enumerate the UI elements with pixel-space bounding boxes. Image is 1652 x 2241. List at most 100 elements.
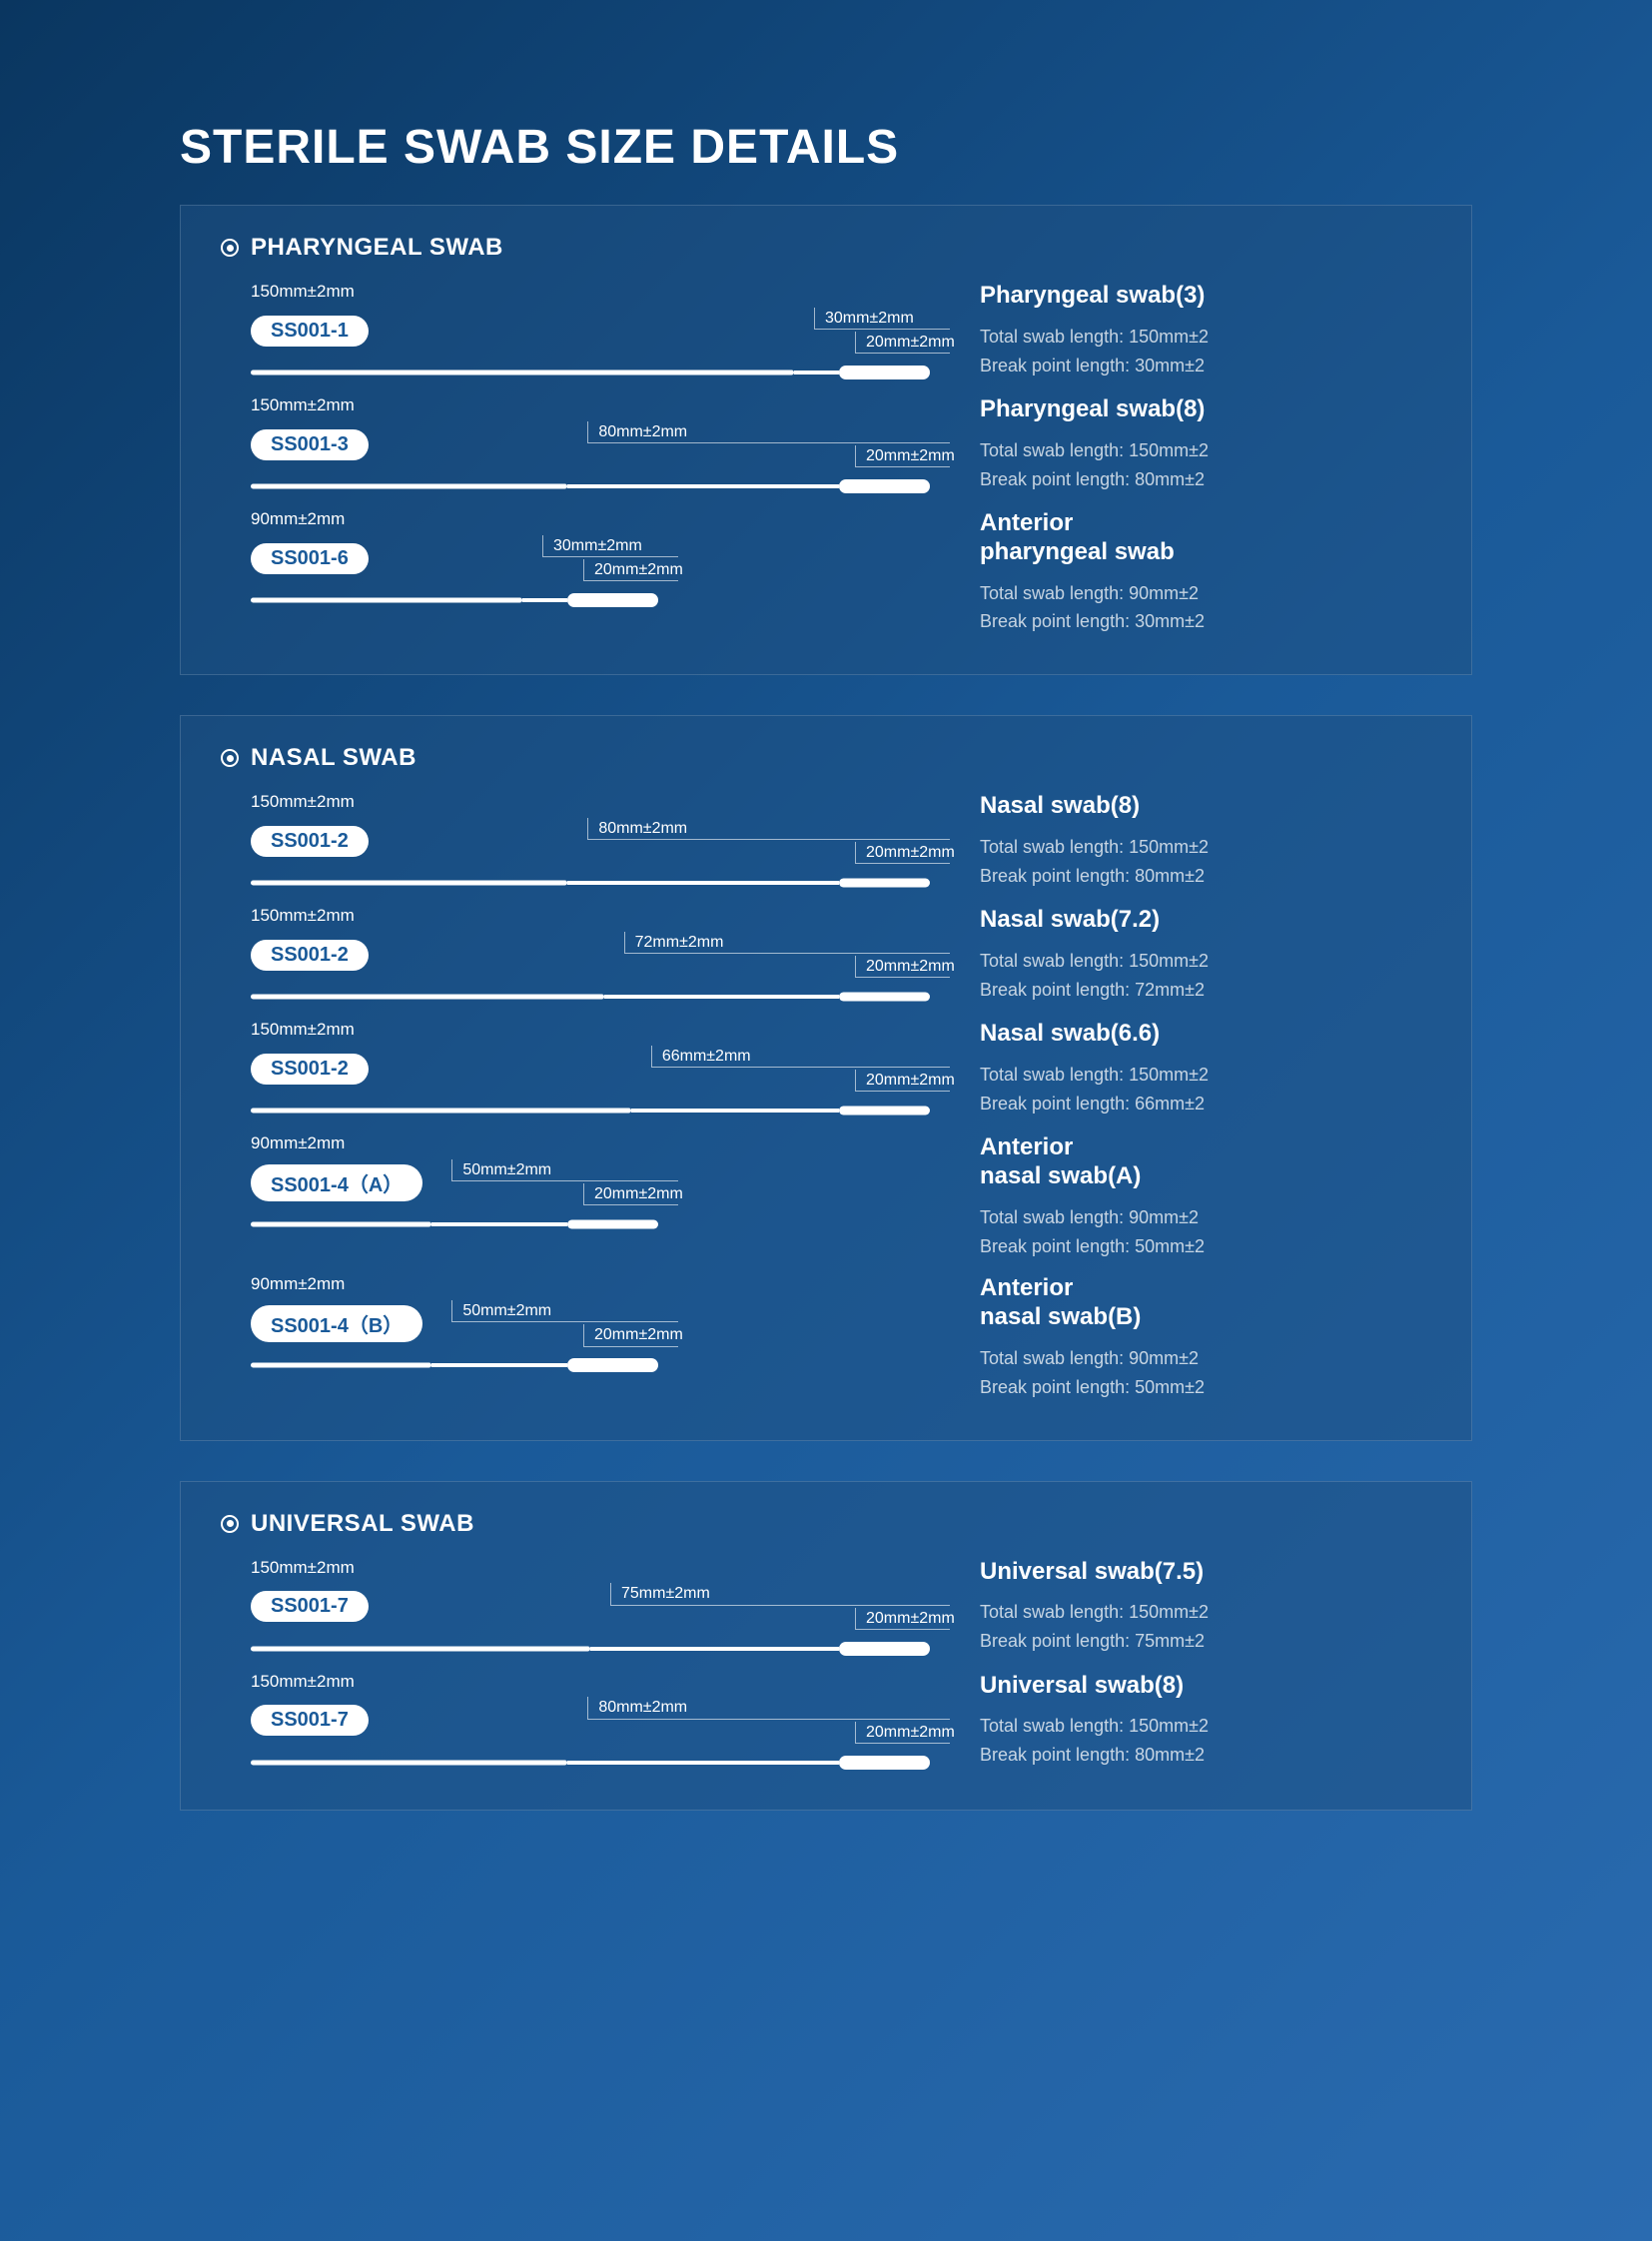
label-row: SS001-2 80mm±2mm20mm±2mm — [251, 816, 950, 866]
swab-info: Nasal swab(6.6)Total swab length: 150mm±… — [980, 1020, 1431, 1118]
dim-overall: 150mm±2mm — [251, 1672, 950, 1692]
swab-tip — [567, 1358, 658, 1372]
swab-stick — [251, 881, 567, 886]
swab-name: Pharyngeal swab(3) — [980, 282, 1431, 311]
dims-group: 80mm±2mm20mm±2mm — [587, 818, 950, 864]
dim-tip: 20mm±2mm — [855, 956, 950, 978]
dims-group: 50mm±2mm20mm±2mm — [451, 1300, 678, 1346]
dim-tip: 20mm±2mm — [583, 559, 678, 581]
dim-overall: 150mm±2mm — [251, 1558, 950, 1578]
swab-spec-total: Total swab length: 150mm±2 — [980, 947, 1431, 976]
dims-group: 75mm±2mm 20mm±2mm — [610, 1583, 950, 1629]
label-row: SS001-630mm±2mm20mm±2mm — [251, 533, 950, 583]
swab-tip — [567, 1220, 658, 1229]
swab-row: 90mm±2mm SS001-4（B）50mm±2mm20mm±2mm Anteri… — [221, 1274, 1431, 1401]
code-badge: SS001-4（A） — [251, 1164, 422, 1201]
dim-overall: 150mm±2mm — [251, 395, 950, 415]
dim-break: 66mm±2mm — [651, 1046, 950, 1068]
swab-shape — [251, 364, 930, 381]
swab-spec-total: Total swab length: 90mm±2 — [980, 1203, 1431, 1232]
swab-diagram: 90mm±2mm SS001-4（A）50mm±2mm20mm±2mm — [221, 1133, 950, 1233]
dim-break: 80mm±2mm — [587, 1697, 950, 1719]
swab-diagram: 150mm±2mm SS001-380mm±2mm20mm±2mm — [221, 395, 950, 495]
dim-tip: 20mm±2mm — [583, 1183, 678, 1205]
swab-thin — [604, 995, 840, 999]
label-row: SS001-775mm±2mm20mm±2mm — [251, 1582, 950, 1632]
swab-shape — [251, 1215, 658, 1233]
swab-diagram: 150mm±2mmSS001-280mm±2mm20mm±2mm — [221, 792, 950, 892]
swab-stick — [251, 1646, 590, 1651]
swab-thin — [567, 484, 839, 488]
dim-tip: 20mm±2mm — [855, 1608, 950, 1630]
dim-overall: 150mm±2mm — [251, 282, 950, 302]
label-row: SS001-380mm±2mm20mm±2mm — [251, 419, 950, 469]
label-row: SS001-4（B）50mm±2mm20mm±2mm — [251, 1298, 950, 1348]
label-row: SS001-4（A）50mm±2mm20mm±2mm — [251, 1157, 950, 1207]
dim-overall: 90mm±2mm — [251, 509, 950, 529]
dim-break: 50mm±2mm — [451, 1300, 678, 1322]
swab-shape — [251, 988, 930, 1006]
section-title: NASAL SWAB — [251, 744, 416, 772]
swab-name: Anterior nasal swab(A) — [980, 1133, 1431, 1191]
dims-group: 30mm±2mm20mm±2mm — [814, 308, 950, 354]
code-badge: SS001-1 — [251, 316, 369, 347]
swab-info: Anterior pharyngeal swabTotal swab lengt… — [980, 509, 1431, 636]
swab-stick — [251, 1760, 567, 1765]
swab-tip — [839, 1756, 930, 1770]
swab-spec-break: Break point length: 50mm±2 — [980, 1232, 1431, 1261]
swab-row: 150mm±2mmSS001-780mm±2mm20mm±2mm Universa… — [221, 1672, 1431, 1772]
dim-break: 75mm±2mm — [610, 1583, 950, 1605]
swab-info: Nasal swab(7.2)Total swab length: 150mm±… — [980, 906, 1431, 1004]
swab-name: Nasal swab(8) — [980, 792, 1431, 821]
dim-overall: 90mm±2mm — [251, 1274, 950, 1294]
swab-row: 150mm±2mm SS001-272mm±2mm20mm±2mm Nasal sw… — [221, 906, 1431, 1006]
section-header: PHARYNGEAL SWAB — [221, 234, 1431, 262]
swab-shape — [251, 1102, 930, 1120]
bullet-icon — [221, 749, 239, 767]
swab-shape — [251, 477, 930, 495]
swab-stick — [251, 995, 604, 1000]
dim-break: 30mm±2mm — [542, 535, 678, 557]
code-badge: SS001-2 — [251, 826, 369, 857]
swab-tip — [839, 1107, 930, 1116]
code-badge: SS001-3 — [251, 429, 369, 460]
swab-diagram: 150mm±2mmSS001-780mm±2mm20mm±2mm — [221, 1672, 950, 1772]
code-badge: SS001-2 — [251, 940, 369, 971]
swab-spec-total: Total swab length: 90mm±2 — [980, 579, 1431, 608]
swab-row: 150mm±2mm SS001-1 30mm±2mm20mm±2mm Pharynge… — [221, 282, 1431, 381]
label-row: SS001-1 30mm±2mm20mm±2mm — [251, 306, 950, 356]
swab-row: 150mm±2mmSS001-266mm±2mm20mm±2mmNasal sw… — [221, 1020, 1431, 1120]
swab-name: Nasal swab(6.6) — [980, 1020, 1431, 1049]
swab-spec-break: Break point length: 80mm±2 — [980, 465, 1431, 494]
section: UNIVERSAL SWAB150mm±2mmSS001-775mm±2mm20… — [180, 1481, 1472, 1811]
swab-thin — [590, 1647, 839, 1651]
swab-thin — [567, 881, 839, 885]
section-title: UNIVERSAL SWAB — [251, 1510, 474, 1538]
swab-spec-total: Total swab length: 90mm±2 — [980, 1344, 1431, 1373]
dim-overall: 150mm±2mm — [251, 906, 950, 926]
swab-info: Anterior nasal swab(A) Total swab length:… — [980, 1133, 1431, 1260]
section-title: PHARYNGEAL SWAB — [251, 234, 503, 262]
swab-shape — [251, 1356, 658, 1374]
swab-thin — [631, 1109, 840, 1113]
swab-tip — [839, 993, 930, 1002]
swab-shape — [251, 1754, 930, 1772]
dim-tip: 20mm±2mm — [855, 842, 950, 864]
swab-shape — [251, 1640, 930, 1658]
dim-overall: 90mm±2mm — [251, 1133, 950, 1153]
dim-tip: 20mm±2mm — [855, 445, 950, 467]
swab-name: Universal swab(8) — [980, 1672, 1431, 1701]
label-row: SS001-272mm±2mm20mm±2mm — [251, 930, 950, 980]
swab-stick — [251, 484, 567, 489]
swab-tip — [839, 479, 930, 493]
swab-name: Universal swab(7.5) — [980, 1558, 1431, 1587]
dim-tip: 20mm±2mm — [855, 1070, 950, 1092]
swab-info: Pharyngeal swab(3)Total swab length: 150… — [980, 282, 1431, 379]
swab-spec-total: Total swab length: 150mm±2 — [980, 1598, 1431, 1627]
swab-diagram: 150mm±2mm SS001-1 30mm±2mm20mm±2mm — [221, 282, 950, 381]
swab-name: Anterior nasal swab(B) — [980, 1274, 1431, 1332]
swab-tip — [839, 366, 930, 379]
page-title: STERILE SWAB SIZE DETAILS — [180, 120, 1472, 175]
swab-spec-break: Break point length: 30mm±2 — [980, 607, 1431, 636]
swab-spec-break: Break point length: 75mm±2 — [980, 1627, 1431, 1656]
